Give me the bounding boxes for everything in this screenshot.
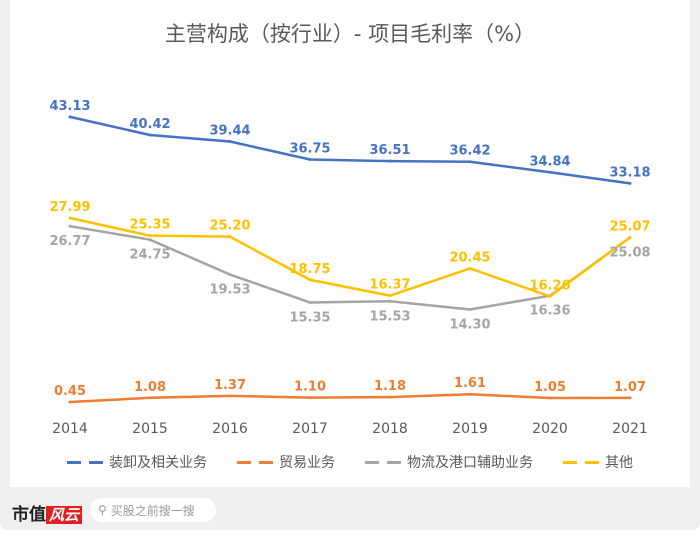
data-point — [308, 278, 312, 282]
data-label: 27.99 — [49, 200, 90, 215]
series-line — [69, 392, 631, 404]
data-point — [308, 158, 312, 162]
legend-item: 贸易业务 — [237, 452, 335, 472]
data-point — [468, 266, 472, 270]
data-label: 39.44 — [209, 124, 250, 139]
data-point — [308, 396, 312, 400]
data-point — [148, 234, 152, 238]
data-label: 33.18 — [609, 165, 650, 180]
data-label: 25.08 — [609, 245, 650, 260]
data-label: 43.13 — [49, 99, 90, 114]
legend-label: 装卸及相关业务 — [109, 455, 207, 471]
data-point — [388, 395, 392, 399]
data-label: 1.61 — [454, 376, 486, 391]
legend-item: 物流及港口辅助业务 — [365, 452, 533, 472]
data-point — [228, 140, 232, 144]
data-point — [228, 273, 232, 277]
x-tick-label: 2014 — [52, 421, 88, 437]
data-label: 1.37 — [214, 378, 246, 393]
legend-swatch — [237, 460, 275, 464]
data-point — [548, 170, 552, 174]
x-tick-label: 2019 — [452, 421, 488, 437]
legend-label: 物流及港口辅助业务 — [407, 455, 533, 471]
series-line — [69, 216, 631, 298]
brand-logo-mark: 风云 — [46, 506, 83, 524]
data-label: 34.84 — [529, 154, 570, 169]
data-label: 1.08 — [134, 380, 166, 395]
data-point — [228, 235, 232, 239]
legend-swatch — [563, 460, 601, 464]
brand-text: 市值 — [12, 505, 46, 525]
data-point — [68, 115, 72, 119]
data-label: 20.45 — [449, 250, 490, 265]
data-label: 24.75 — [129, 248, 170, 263]
data-label: 25.35 — [129, 218, 170, 233]
data-point — [68, 216, 72, 220]
data-label: 40.42 — [129, 117, 170, 132]
data-point — [388, 299, 392, 303]
data-point — [228, 394, 232, 398]
data-point — [628, 181, 632, 185]
data-label: 1.10 — [294, 380, 326, 395]
data-point — [468, 392, 472, 396]
legend-label: 贸易业务 — [279, 455, 335, 471]
data-point — [388, 159, 392, 163]
data-point — [148, 396, 152, 400]
data-label: 0.45 — [54, 384, 86, 399]
x-tick-label: 2020 — [532, 421, 568, 437]
series-line — [69, 224, 631, 311]
data-label: 1.07 — [614, 380, 646, 395]
data-point — [548, 294, 552, 298]
data-label: 14.30 — [449, 317, 490, 332]
data-point — [388, 294, 392, 298]
legend-label: 其他 — [605, 455, 633, 471]
x-tick-label: 2021 — [612, 421, 648, 437]
data-label: 36.42 — [449, 144, 490, 159]
data-point — [68, 400, 72, 404]
data-label: 16.37 — [369, 278, 410, 293]
data-label: 25.07 — [609, 220, 650, 235]
legend-item: 装卸及相关业务 — [67, 452, 207, 472]
data-point — [628, 396, 632, 400]
x-tick-label: 2016 — [212, 421, 248, 437]
data-label: 1.18 — [374, 379, 406, 394]
x-tick-label: 2017 — [292, 421, 328, 437]
data-label: 15.35 — [289, 310, 330, 325]
data-point — [548, 396, 552, 400]
search-placeholder: 买股之前搜一搜 — [110, 503, 195, 518]
data-point — [148, 238, 152, 242]
data-label: 25.20 — [209, 219, 250, 234]
x-tick-label: 2018 — [372, 421, 408, 437]
chart-card — [10, 0, 690, 487]
data-label: 16.26 — [529, 278, 570, 293]
data-label: 36.51 — [369, 143, 410, 158]
legend: 装卸及相关业务 贸易业务 物流及港口辅助业务 其他 — [0, 452, 700, 472]
search-icon: ⚲ — [98, 503, 107, 517]
data-label: 19.53 — [209, 283, 250, 298]
data-point — [468, 307, 472, 311]
data-point — [468, 160, 472, 164]
data-label: 16.36 — [529, 304, 570, 319]
x-tick-label: 2015 — [132, 421, 168, 437]
legend-swatch — [365, 460, 403, 464]
data-point — [308, 300, 312, 304]
chart-title: 主营构成（按行业）- 项目毛利率（%） — [164, 22, 536, 46]
data-label: 18.75 — [289, 262, 330, 277]
data-label: 36.75 — [289, 142, 330, 157]
data-label: 15.53 — [369, 309, 410, 324]
brand-logo: 市值 风云 — [12, 500, 83, 525]
data-label: 26.77 — [49, 234, 90, 249]
legend-item: 其他 — [563, 452, 633, 472]
data-label: 1.05 — [534, 380, 566, 395]
data-point — [628, 236, 632, 240]
data-point — [148, 133, 152, 137]
series-line — [69, 115, 631, 185]
search-box[interactable]: ⚲ 买股之前搜一搜 — [90, 498, 216, 522]
legend-swatch — [67, 460, 105, 464]
line-chart: 2014 2015 2016 2017 2018 2019 2020 2021 43.13 40.… — [49, 99, 650, 437]
data-point — [68, 224, 72, 228]
